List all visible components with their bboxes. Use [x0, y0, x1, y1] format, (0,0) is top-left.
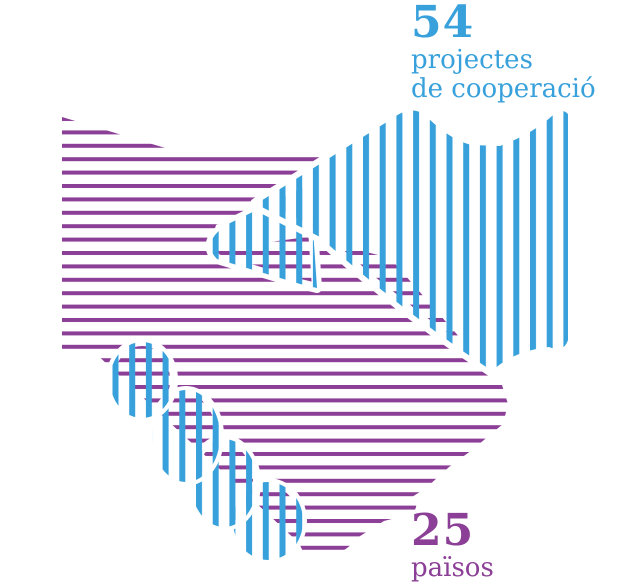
- blue-finger-1: [106, 338, 178, 422]
- stat-countries-label: països: [411, 553, 494, 583]
- stat-projects-value: 54: [411, 0, 475, 48]
- blue-arm-shape: [250, 104, 574, 377]
- purple-hand-shape: [62, 117, 508, 557]
- stat-projects: 54 projectes de cooperació: [411, 0, 596, 104]
- stat-projects-label-line2: de cooperació: [411, 74, 596, 104]
- blue-finger-2: [148, 386, 224, 486]
- stat-projects-label-line1: projectes: [411, 45, 533, 75]
- stat-countries: 25 països: [411, 508, 494, 583]
- stat-countries-value: 25: [411, 505, 475, 556]
